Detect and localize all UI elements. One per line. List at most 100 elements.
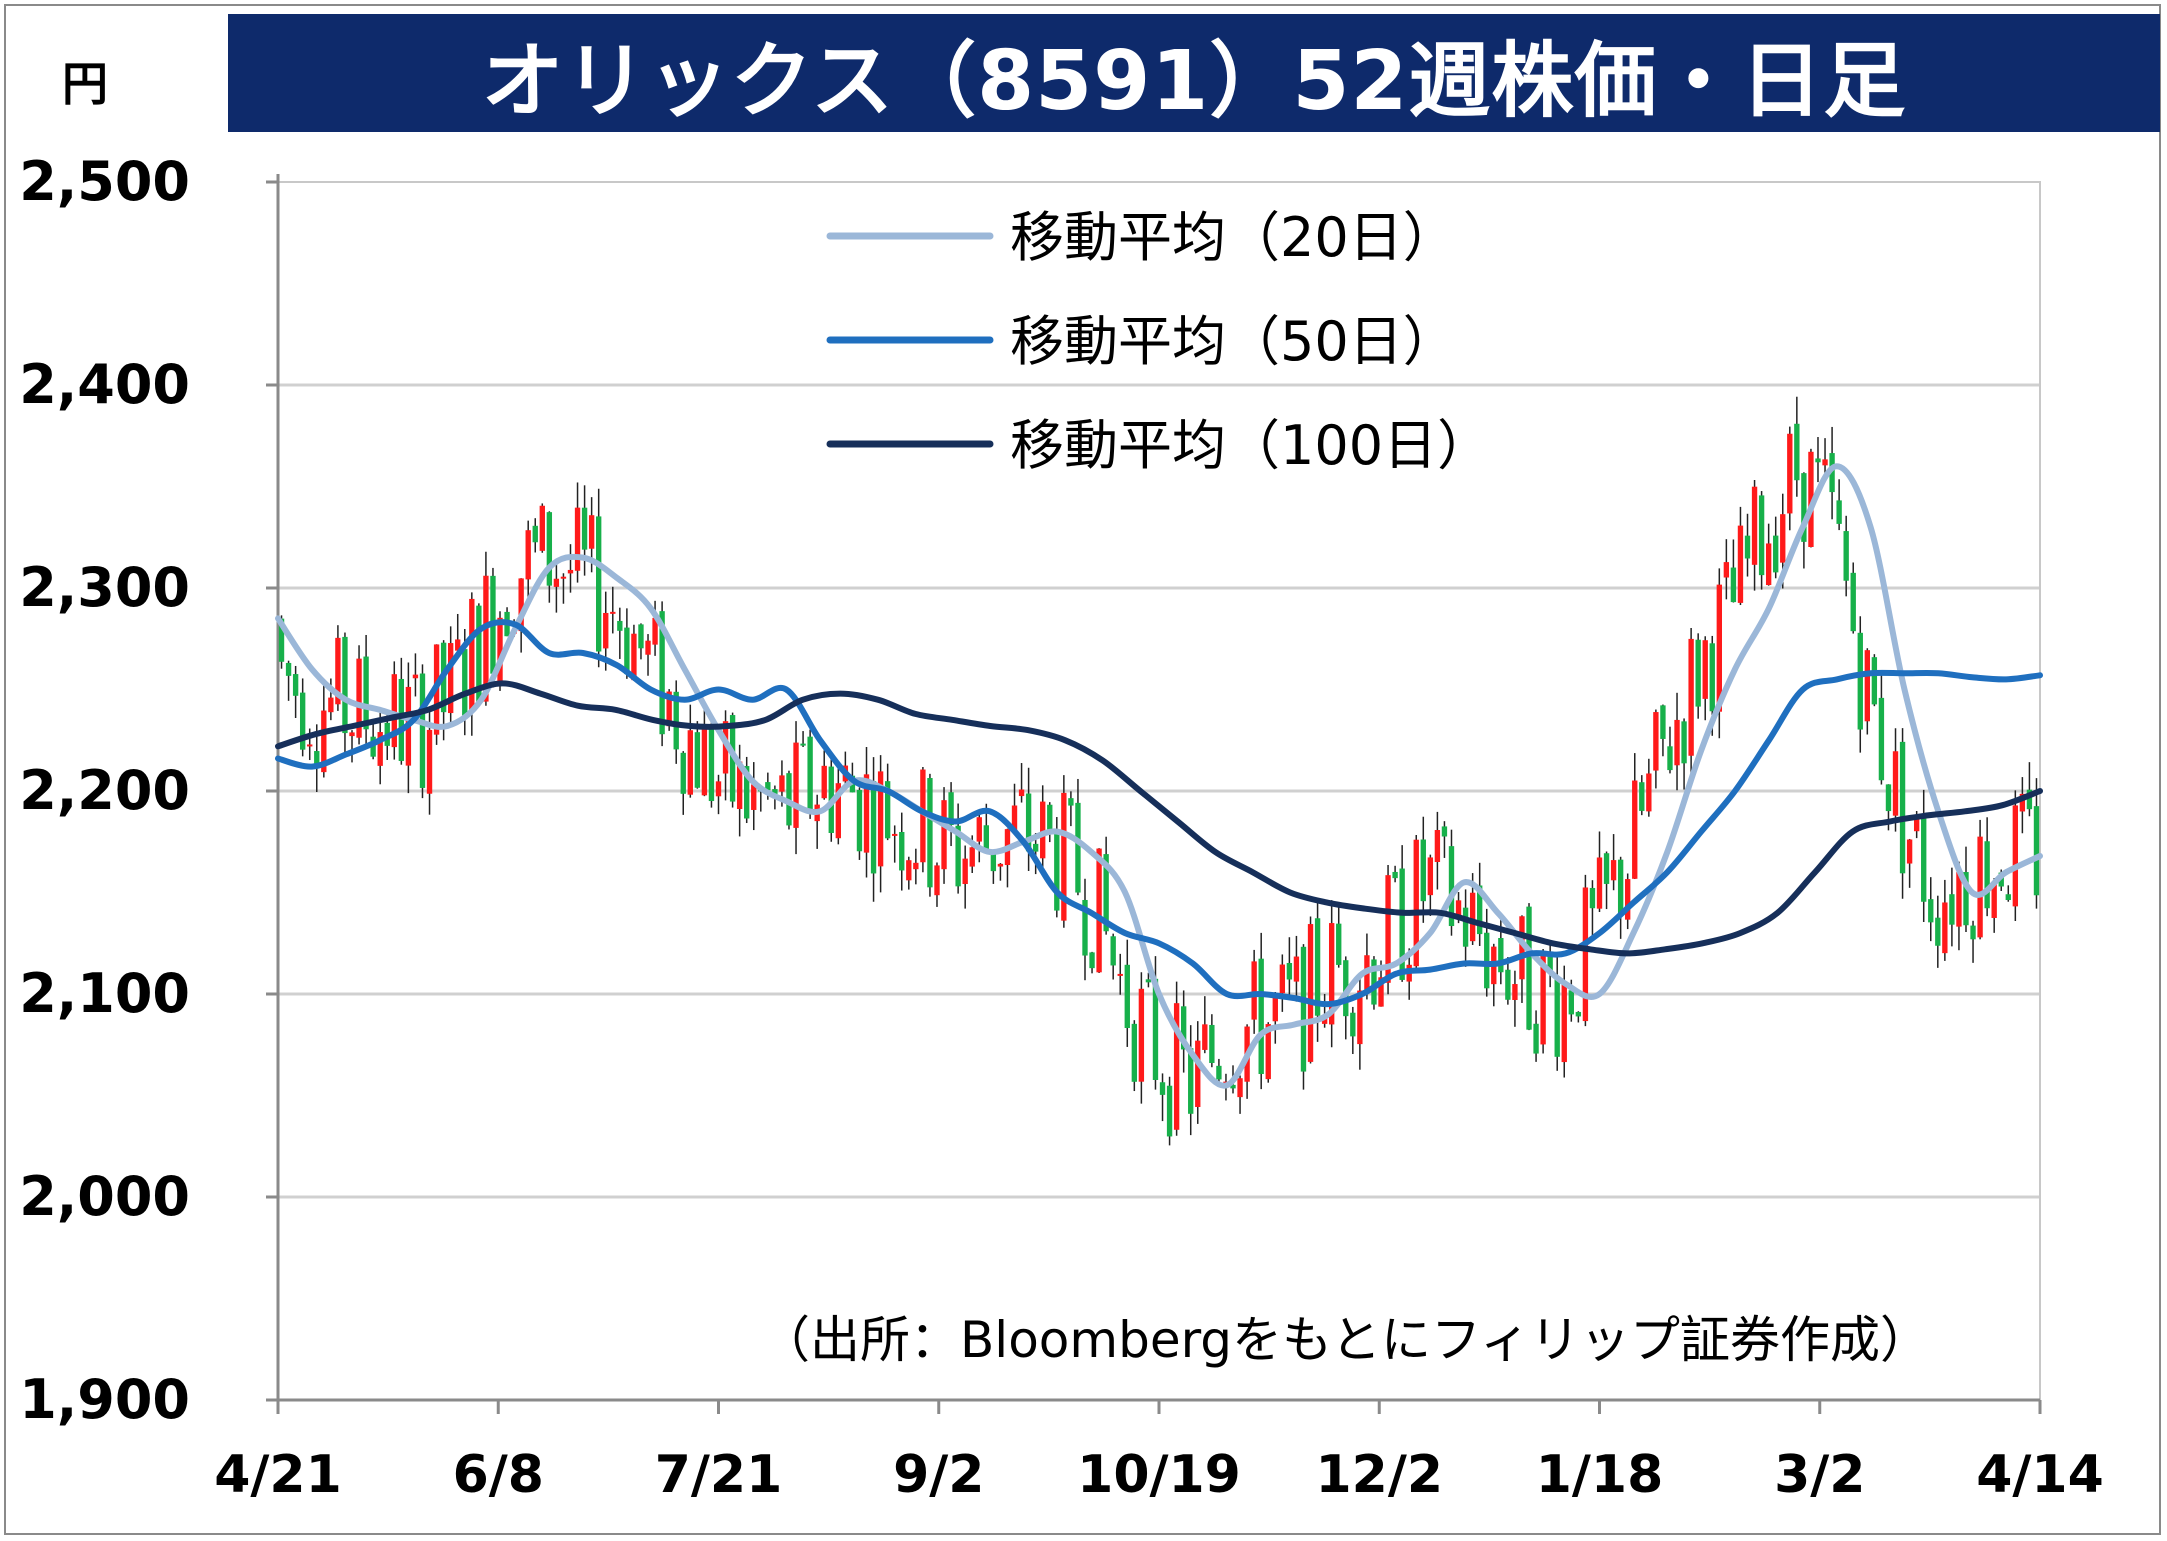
candle-down: [1730, 567, 1737, 603]
candle-down: [870, 781, 877, 874]
candle-down: [673, 691, 679, 750]
candle-up: [976, 817, 982, 842]
candle-up: [997, 863, 1004, 867]
candle-up: [2012, 805, 2019, 907]
candle-down: [659, 611, 665, 735]
candle-up: [920, 769, 926, 863]
candle-down: [1681, 721, 1687, 764]
candle-up: [483, 575, 489, 702]
candle-up: [1265, 1024, 1271, 1080]
candle-down: [1131, 1023, 1138, 1082]
candle-down: [1935, 917, 1941, 946]
candle-down: [807, 736, 813, 813]
candle-down: [927, 778, 933, 888]
candle-down: [285, 662, 292, 676]
candle-up: [906, 860, 912, 881]
ma-line-3: [275, 680, 2043, 957]
candle-up: [1674, 719, 1680, 766]
candle-up: [715, 781, 722, 797]
candle-down: [1300, 946, 1307, 1072]
candle-down: [1258, 958, 1264, 1075]
candle-up: [1610, 860, 1617, 881]
y-tick-label: 2,100: [19, 962, 190, 1025]
candle-down: [1589, 887, 1596, 909]
candle-up: [1716, 584, 1722, 712]
candle-down: [1554, 977, 1560, 1057]
candle-up: [1653, 712, 1659, 771]
candle-down: [1462, 907, 1469, 947]
candle-down: [581, 507, 588, 550]
candle-up: [447, 643, 454, 714]
x-tick-label: 1/18: [1536, 1445, 1664, 1505]
candle-down: [1829, 453, 1835, 493]
candle-down: [1477, 885, 1483, 935]
candle-down: [1068, 798, 1074, 806]
candle-down: [342, 636, 348, 734]
candlesticks: [278, 396, 2040, 1146]
y-tick-label: 2,200: [19, 759, 190, 822]
candle-down: [1617, 859, 1624, 915]
x-tick-label: 4/21: [214, 1445, 342, 1505]
unit-label: 円: [62, 57, 108, 111]
candle-up: [1751, 486, 1758, 565]
legend-label: 移動平均（50日）: [1010, 310, 1457, 373]
candle-down: [1152, 978, 1159, 1080]
candle-up: [335, 637, 341, 705]
candle-up: [652, 617, 658, 645]
candle-up: [751, 784, 757, 810]
candle-up: [913, 862, 919, 870]
candle-up: [1632, 780, 1638, 879]
ma-line-2: [275, 619, 2043, 1008]
candle-down: [1089, 952, 1095, 969]
candle-up: [1117, 973, 1123, 976]
candle-up: [307, 744, 313, 747]
candle-up: [1787, 433, 1793, 514]
candle-down: [1441, 826, 1448, 837]
candle-down: [1350, 1012, 1356, 1037]
y-tick-label: 1,900: [19, 1368, 190, 1431]
x-tick-label: 6/8: [453, 1445, 544, 1505]
candle-up: [426, 729, 433, 794]
candle-up: [1434, 830, 1441, 862]
candle-up: [1272, 997, 1278, 1022]
candle-down: [532, 525, 538, 543]
candle-down: [1159, 1082, 1166, 1095]
candle-up: [588, 515, 595, 549]
candle-up: [1991, 882, 1997, 918]
legend-label: 移動平均（100日）: [1010, 414, 1491, 477]
candle-up: [1018, 789, 1025, 797]
candle-down: [1166, 1085, 1173, 1137]
candle-down: [955, 825, 961, 887]
source-note: （出所：Bloombergをもとにフィリップ証券作成）: [760, 1311, 1930, 1369]
candle-down: [1899, 741, 1906, 874]
candle-up: [1808, 451, 1814, 547]
candle-up: [1892, 751, 1899, 816]
candle-down: [1054, 831, 1060, 911]
candle-down: [1526, 906, 1532, 1030]
candle-up: [736, 761, 743, 810]
candle-down: [419, 673, 426, 788]
candle-up: [1519, 916, 1525, 980]
candle-up: [469, 598, 475, 713]
candle-up: [1427, 857, 1434, 896]
candle-down: [1547, 955, 1553, 974]
candle-up: [560, 576, 567, 579]
candle-up: [525, 530, 531, 580]
candle-up: [779, 775, 785, 792]
candle-down: [292, 674, 299, 696]
candle-up: [328, 697, 334, 713]
y-tick-label: 2,300: [19, 556, 190, 619]
candle-up: [1723, 562, 1730, 578]
candle-down: [299, 692, 306, 750]
candle-down: [1145, 979, 1152, 983]
x-tick-label: 9/2: [893, 1445, 984, 1505]
candle-down: [596, 516, 602, 652]
candle-up: [1913, 815, 1920, 832]
candle-up: [1646, 773, 1652, 812]
candle-down: [1216, 1065, 1222, 1080]
candle-down: [1392, 871, 1398, 879]
candle-up: [962, 858, 968, 885]
candle-up: [518, 578, 524, 632]
candle-up: [412, 674, 419, 679]
candle-down: [1660, 705, 1666, 739]
